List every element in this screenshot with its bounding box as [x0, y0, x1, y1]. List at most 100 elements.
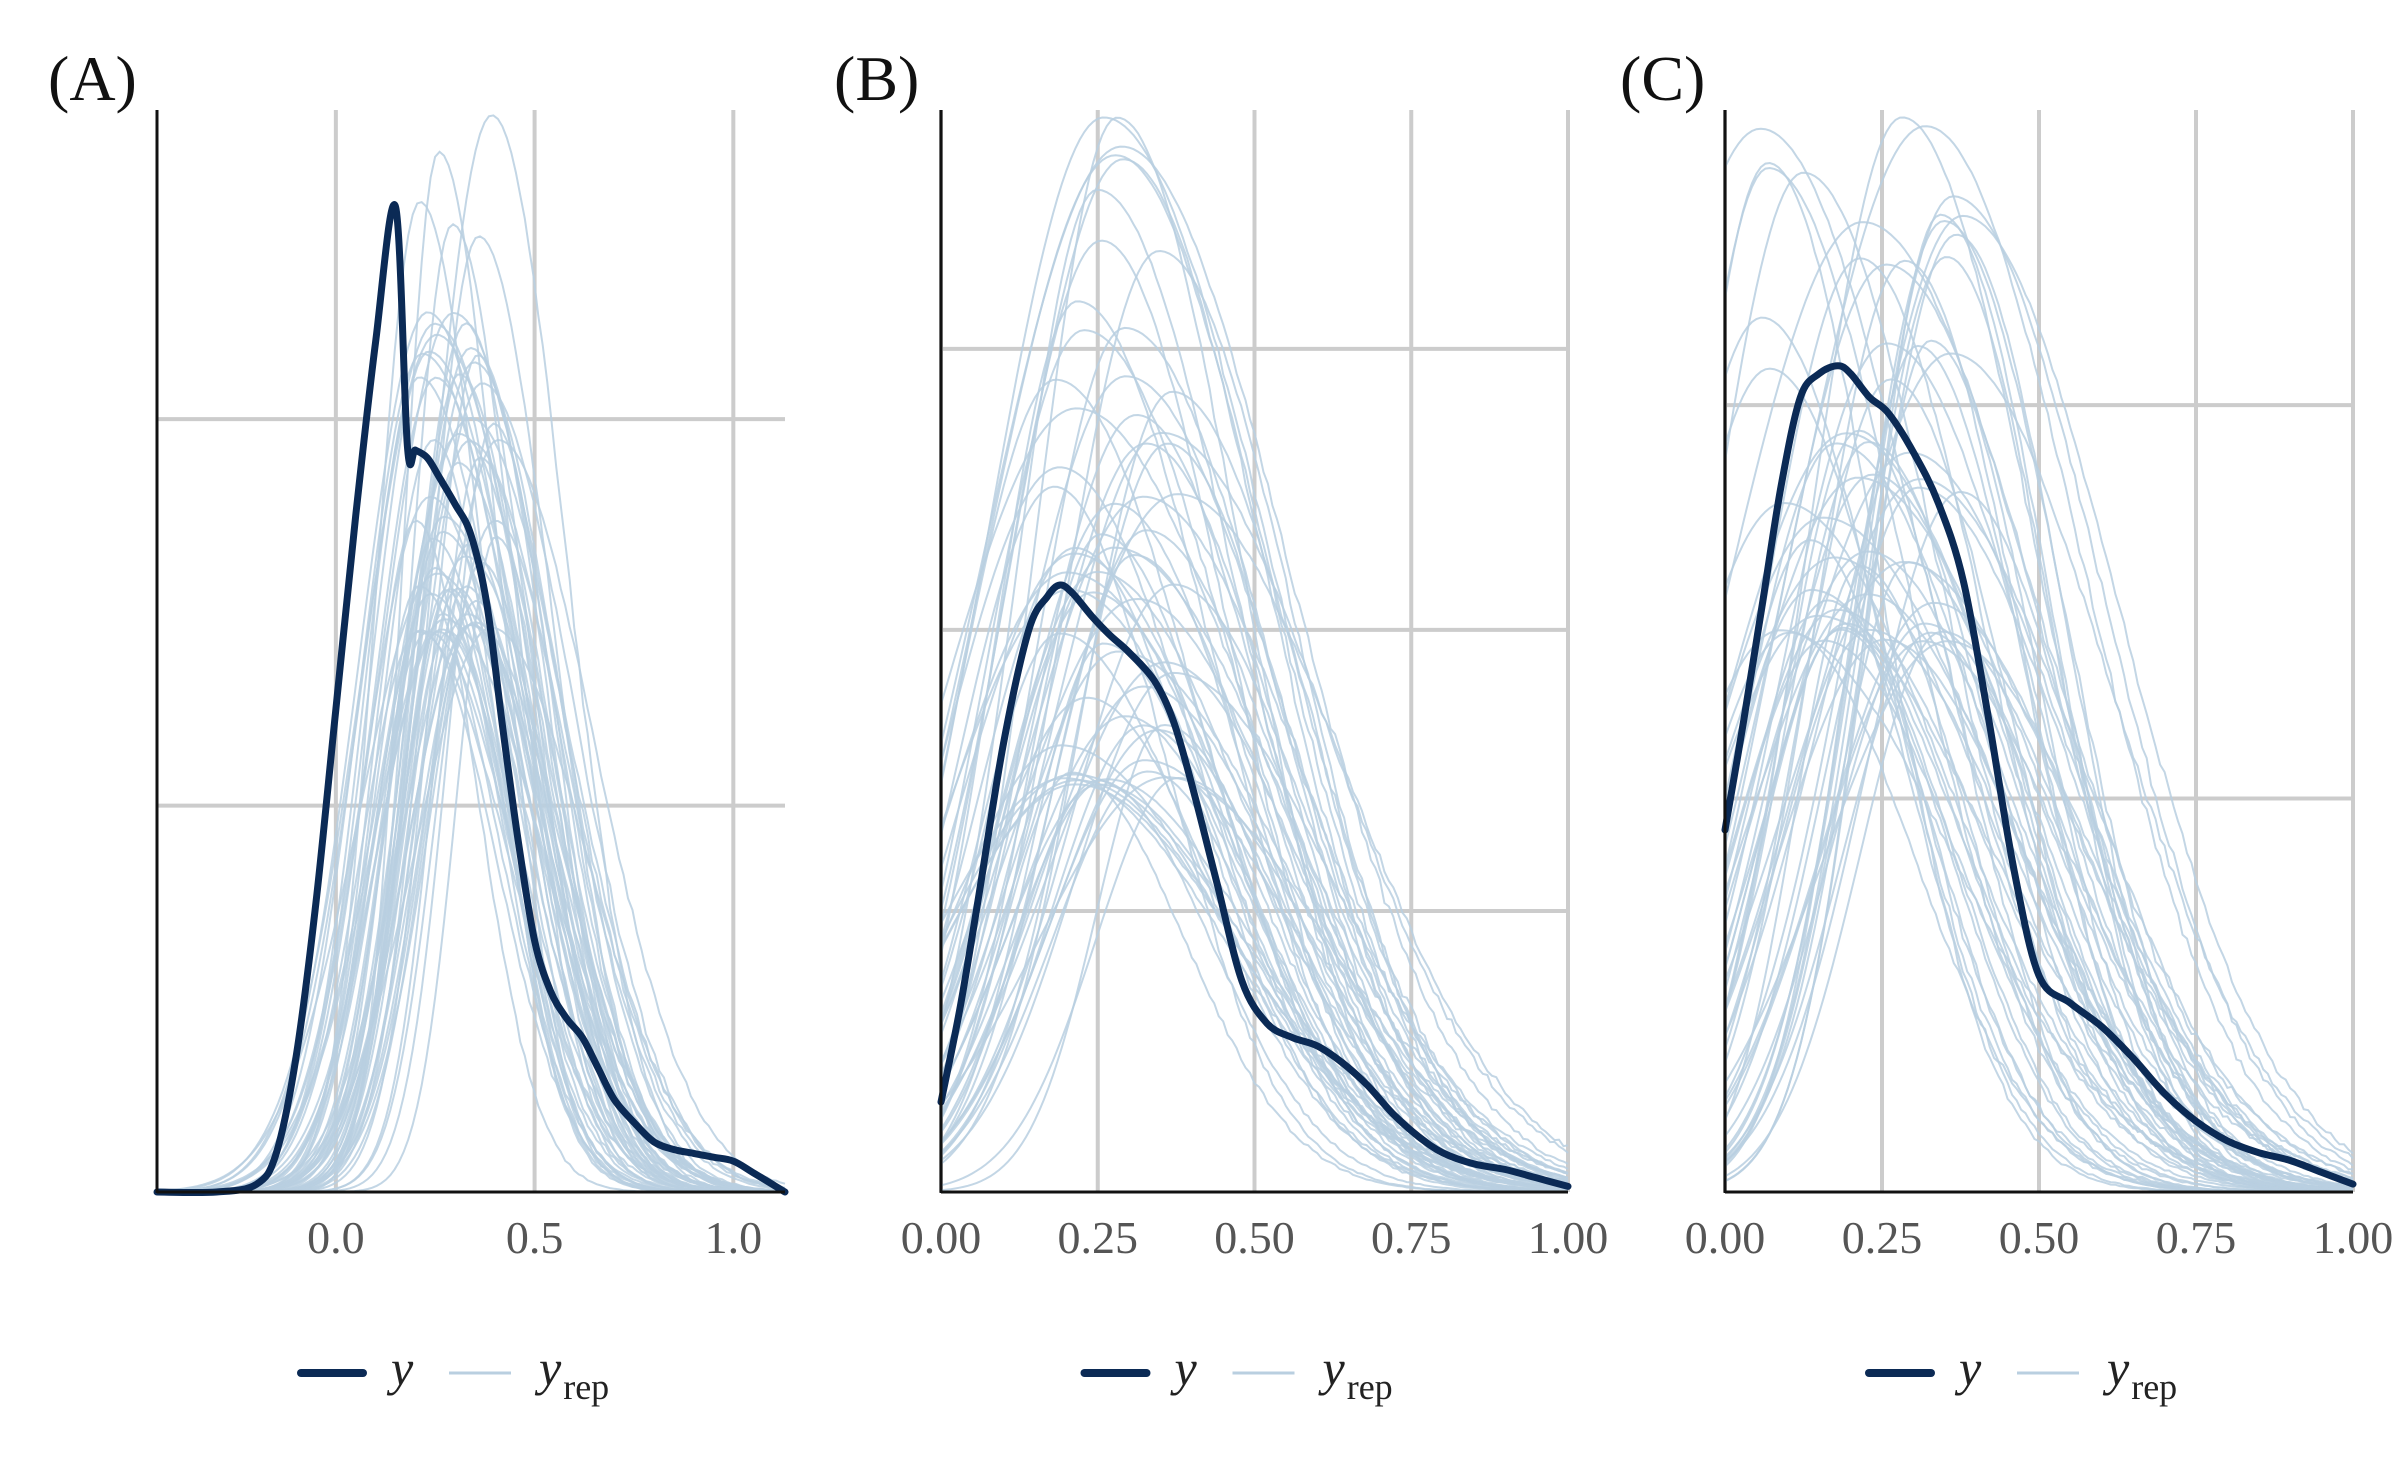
x-tick-label: 1.00: [2313, 1212, 2394, 1263]
yrep-line: [940, 502, 1568, 1192]
legend-yrep-label: yrep: [2102, 1340, 2177, 1407]
legend: y yrep: [1865, 1340, 2177, 1407]
panel-2: (C) 0.00 0.25 0.50 0.75 1.00 y yrep: [1620, 43, 2393, 1407]
yrep-line: [1724, 221, 2354, 1175]
legend-yrep-label: yrep: [1318, 1340, 1393, 1407]
yrep-line: [157, 361, 785, 1193]
y-observed-line: [153, 201, 789, 1197]
yrep-line: [1724, 588, 2354, 1193]
yrep-line: [1724, 352, 2354, 1160]
y-observed-line: [937, 581, 1572, 1190]
yrep-line: [1724, 440, 2353, 1193]
x-tick-label: 0.00: [901, 1212, 982, 1263]
yrep-line: [157, 585, 785, 1193]
yrep-line: [157, 628, 785, 1193]
yrep-line: [1724, 442, 2354, 1191]
yrep-line: [940, 407, 1569, 1179]
yrep-line: [1724, 214, 2354, 1155]
yrep-line: [1724, 561, 2354, 1192]
yrep-line: [157, 438, 786, 1193]
yrep-line: [940, 145, 1569, 1165]
yrep-series: [156, 114, 786, 1193]
x-tick-label: 0.25: [1058, 1212, 1139, 1263]
yrep-line: [157, 440, 786, 1193]
yrep-line: [157, 585, 785, 1193]
yrep-line: [156, 322, 786, 1193]
yrep-line: [1724, 478, 2354, 1175]
yrep-line: [940, 778, 1569, 1190]
yrep-line: [157, 376, 785, 1193]
legend-yrep-subscript: rep: [563, 1367, 609, 1407]
yrep-line: [157, 630, 785, 1193]
panel-0: (A) 0.0 0.5 1.0 y yrep: [48, 43, 789, 1407]
yrep-line: [940, 495, 1569, 1175]
legend-y-label: y: [386, 1340, 414, 1396]
yrep-line: [157, 322, 785, 1193]
yrep-line: [1724, 491, 2354, 1191]
x-tick-label: 0.00: [1685, 1212, 1766, 1263]
yrep-line: [157, 373, 786, 1193]
yrep-line: [940, 759, 1569, 1186]
x-tick-label: 0.50: [1214, 1212, 1295, 1263]
yrep-line: [1724, 116, 2354, 1190]
yrep-line: [157, 376, 786, 1193]
yrep-line: [940, 546, 1569, 1174]
yrep-line: [940, 300, 1569, 1192]
legend-yrep-subscript: rep: [1347, 1367, 1393, 1407]
panel-label: (A): [48, 43, 137, 114]
yrep-line: [940, 777, 1569, 1190]
legend: y yrep: [1080, 1340, 1393, 1407]
yrep-line: [940, 776, 1569, 1175]
yrep-line: [940, 591, 1569, 1192]
x-tick-label: 0.75: [2156, 1212, 2237, 1263]
yrep-line: [157, 630, 785, 1193]
yrep-line: [157, 438, 785, 1193]
yrep-line: [940, 783, 1569, 1190]
yrep-line: [157, 587, 785, 1193]
yrep-line: [157, 630, 785, 1193]
legend-y-label: y: [1954, 1340, 1982, 1396]
yrep-line: [1724, 473, 2353, 1192]
panel-label: (B): [834, 43, 919, 114]
yrep-line: [157, 588, 785, 1193]
panels-group: (A)0.0 0.5 1.0y yrep(B)0.00 0.25 0.50 0.75 1.00…: [48, 43, 2393, 1407]
yrep-line: [1724, 233, 2354, 1192]
yrep-line: [157, 599, 785, 1193]
yrep-line: [940, 529, 1569, 1187]
yrep-line: [1724, 195, 2354, 1167]
x-tick-label: 0.75: [1371, 1212, 1452, 1263]
yrep-line: [157, 589, 785, 1193]
yrep-line: [940, 546, 1569, 1193]
yrep-line: [157, 352, 786, 1193]
yrep-line: [940, 466, 1569, 1193]
yrep-line: [1724, 476, 2354, 1181]
x-tick-label: 0.25: [1842, 1212, 1923, 1263]
yrep-series: [940, 116, 1569, 1193]
yrep-line: [157, 629, 785, 1193]
yrep-line: [157, 354, 785, 1193]
yrep-line: [940, 533, 1569, 1193]
legend-yrep-label: yrep: [534, 1340, 609, 1407]
yrep-line: [1724, 629, 2353, 1191]
yrep-line: [157, 630, 785, 1193]
x-tick-label: 0.0: [307, 1212, 365, 1263]
yrep-line: [940, 116, 1569, 1193]
yrep-line: [1724, 601, 2354, 1183]
yrep-line: [940, 442, 1569, 1190]
x-tick-label: 1.00: [1528, 1212, 1609, 1263]
x-tick-label: 0.5: [506, 1212, 564, 1263]
yrep-line: [1724, 486, 2354, 1182]
y-observed-line: [1721, 362, 2357, 1188]
yrep-line: [1724, 639, 2354, 1193]
yrep-line: [940, 597, 1569, 1185]
legend-y-label: y: [1170, 1340, 1198, 1396]
yrep-line: [1724, 451, 2354, 1180]
yrep-line: [940, 431, 1569, 1154]
legend: y yrep: [297, 1340, 609, 1407]
panel-label: (C): [1620, 43, 1705, 114]
panel-1: (B) 0.00 0.25 0.50 0.75 1.00 y yrep: [834, 43, 1608, 1407]
x-tick-label: 0.50: [1999, 1212, 2080, 1263]
yrep-line: [1724, 263, 2354, 1184]
yrep-line: [940, 723, 1569, 1193]
